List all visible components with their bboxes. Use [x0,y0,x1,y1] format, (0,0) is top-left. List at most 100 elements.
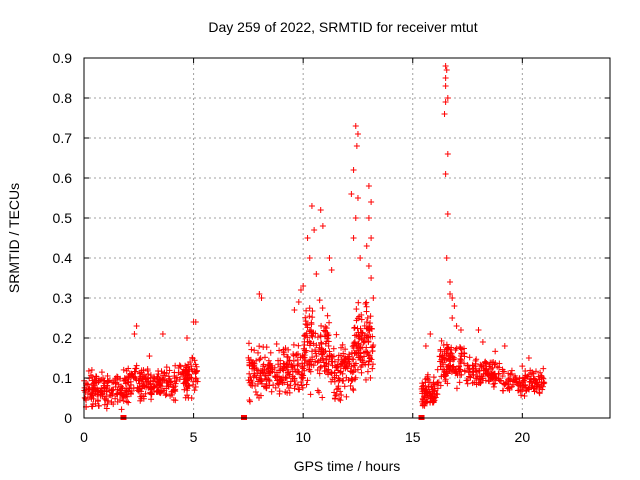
data-point [441,371,448,378]
data-point [342,353,349,360]
data-point [461,360,468,367]
data-point [325,366,332,373]
data-point [104,372,111,379]
x-axis-title: GPS time / hours [294,458,401,474]
data-point [492,348,499,355]
data-point [446,357,453,364]
data-point [536,390,543,397]
data-point [522,388,529,395]
data-point [302,318,309,325]
data-point [431,390,438,397]
data-point [424,371,431,378]
data-point [365,263,372,269]
x-tick-label: 0 [80,429,88,445]
data-point [131,368,138,375]
data-point [505,377,512,384]
data-point [490,359,497,366]
data-point [337,388,344,395]
data-point [275,361,282,368]
data-point [363,299,370,306]
data-point [350,235,357,241]
data-point [267,360,274,367]
data-point [103,405,110,412]
data-point [256,343,263,350]
data-point [365,352,372,359]
data-point [253,357,260,364]
data-point [481,359,488,366]
data-point [442,378,449,385]
data-point [355,299,362,306]
data-point [362,361,369,368]
data-point [147,372,154,379]
data-point [260,361,267,368]
data-point [464,362,471,369]
data-point [145,371,152,378]
data-point [448,344,455,351]
data-point [193,363,200,370]
data-point [249,360,256,367]
data-point [477,379,484,386]
data-point [366,357,373,364]
data-point [306,305,313,312]
data-point [501,381,508,388]
data-point [367,374,374,381]
data-point [308,203,315,209]
data-point [521,392,528,399]
data-point [519,386,526,393]
data-point [475,327,482,333]
data-point [453,345,460,352]
data-point [364,368,371,375]
data-point [457,366,464,373]
data-point [98,385,105,392]
data-point [333,372,340,379]
data-point [301,342,308,349]
data-point [108,386,115,393]
data-point [314,387,321,394]
y-tick-label: 0 [64,410,72,426]
data-point [148,390,155,397]
data-point [354,195,361,201]
data-point [131,331,138,337]
data-point [366,352,373,359]
data-point [319,356,326,363]
data-point [370,295,377,301]
plot-frame [83,57,611,419]
data-point [275,373,282,380]
data-point [430,374,437,381]
data-point [441,111,448,117]
data-point [127,378,134,385]
x-tick-label: 10 [295,429,311,445]
data-point [299,384,306,391]
data-point [144,367,151,374]
data-point [304,235,311,241]
data-point [115,381,122,388]
data-point [539,386,546,393]
data-point [165,377,172,384]
data-point [360,339,367,346]
data-point [347,382,354,389]
data-point [535,373,542,380]
data-point [328,378,335,385]
data-point [267,349,274,356]
data-point [261,366,268,373]
data-point [501,368,508,375]
data-point [159,331,166,337]
data-point [469,372,476,379]
data-point [308,348,315,355]
data-point [482,377,489,384]
data-point [137,383,144,390]
data-point [358,356,365,363]
data-point [88,366,95,373]
data-point [130,385,137,392]
data-point [144,375,151,382]
data-point [112,383,119,390]
data-point [85,367,92,374]
data-point [531,375,538,382]
data-point [314,359,321,366]
data-point [495,370,502,377]
data-point [291,376,298,383]
data-point [286,389,293,396]
data-point [256,291,263,297]
data-point [349,385,356,392]
